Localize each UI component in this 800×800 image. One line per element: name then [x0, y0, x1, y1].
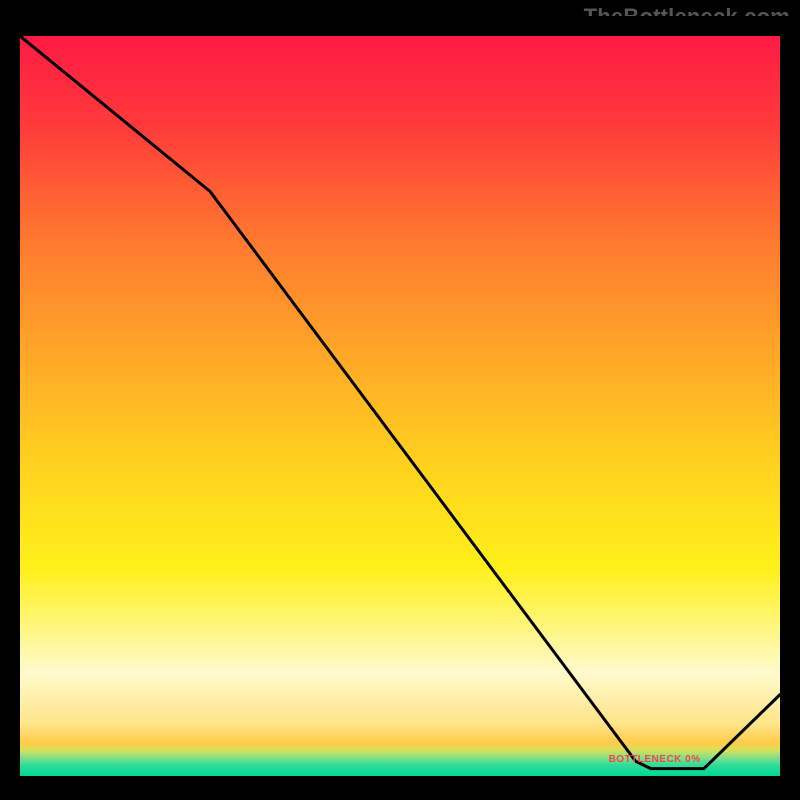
bottleneck-curve: [20, 36, 780, 776]
watermark-text: TheBottleneck.com: [584, 4, 790, 30]
baseline-zero-label: BOTTLENECK 0%: [609, 754, 701, 765]
plot-area: BOTTLENECK 0%: [20, 36, 780, 776]
